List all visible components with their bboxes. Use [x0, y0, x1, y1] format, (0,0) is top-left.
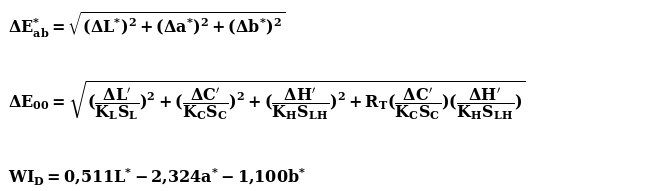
Text: $\mathbf{\Delta E_{00} = \sqrt{(\dfrac{\Delta L'}{K_L S_L})^{2} + (\dfrac{\Delta: $\mathbf{\Delta E_{00} = \sqrt{(\dfrac{\… [8, 80, 526, 123]
Text: $\mathbf{WI_{D} = 0{,}511L^{*} - 2{,}324a^{*} - 1{,}100b^{*}}$: $\mathbf{WI_{D} = 0{,}511L^{*} - 2{,}324… [8, 167, 306, 188]
Text: $\mathbf{\Delta E^{*}_{ab} = \sqrt{(\Delta L^{*})^{2} + (\Delta a^{*})^{2} + (\D: $\mathbf{\Delta E^{*}_{ab} = \sqrt{(\Del… [8, 10, 285, 40]
